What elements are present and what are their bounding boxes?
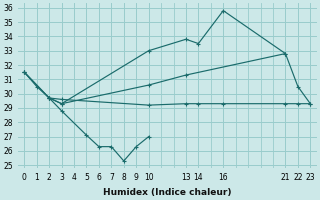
X-axis label: Humidex (Indice chaleur): Humidex (Indice chaleur) bbox=[103, 188, 232, 197]
